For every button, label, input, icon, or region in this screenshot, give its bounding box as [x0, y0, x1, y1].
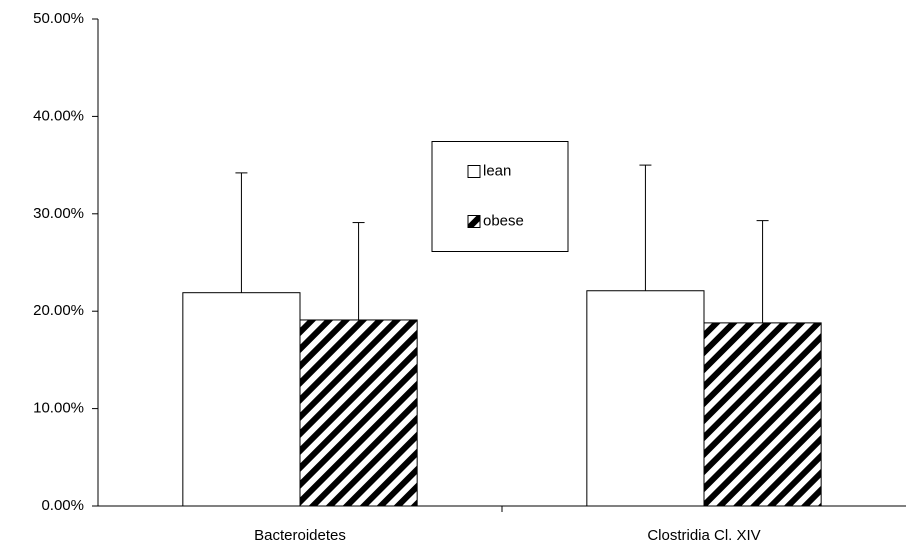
y-tick-label: 10.00%: [33, 400, 84, 417]
legend-swatch: [467, 165, 481, 178]
legend-box: [431, 141, 569, 252]
x-tick-label: Bacteroidetes: [254, 527, 346, 544]
y-tick-label: 50.00%: [33, 10, 84, 27]
y-tick-label: 0.00%: [41, 497, 84, 514]
y-tick-label: 40.00%: [33, 107, 84, 124]
legend: lean obese: [431, 141, 569, 252]
legend-label: lean: [483, 162, 511, 179]
legend-label: obese: [483, 212, 524, 229]
bar: [299, 319, 418, 507]
y-tick-label: 20.00%: [33, 302, 84, 319]
legend-swatch: [467, 215, 481, 228]
x-tick-label: Clostridia Cl. XIV: [647, 527, 760, 544]
bar: [586, 290, 705, 507]
bar: [703, 322, 822, 507]
bar: [182, 292, 301, 507]
y-tick-label: 30.00%: [33, 205, 84, 222]
